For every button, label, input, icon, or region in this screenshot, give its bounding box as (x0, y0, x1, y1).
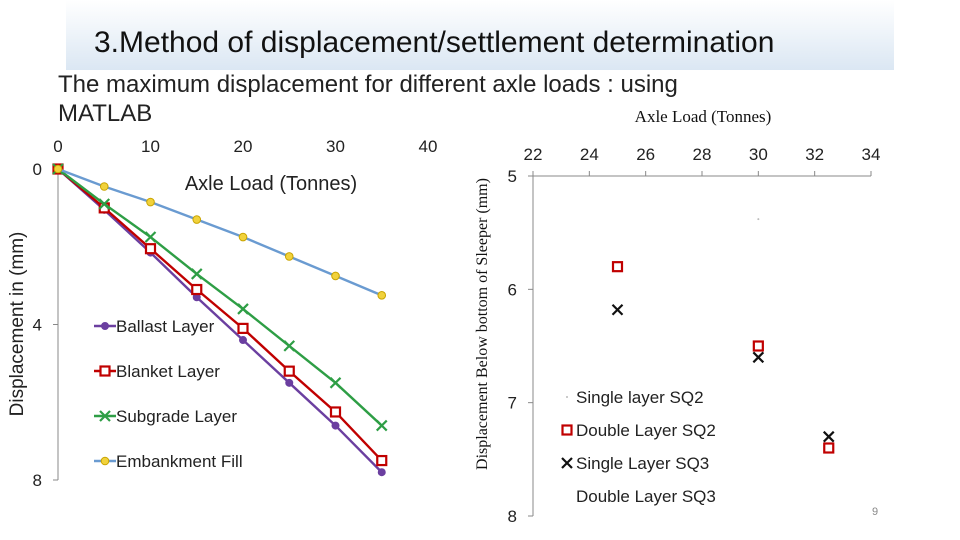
left-series-line-3 (57, 167, 383, 297)
right-chart-x-tick-label: 30 (749, 145, 768, 164)
right-legend-marker-0 (566, 396, 568, 398)
left-series-point-2 (98, 198, 111, 210)
right-legend-label-2: Single Layer SQ3 (576, 454, 709, 473)
right-legend-label-1: Double Layer SQ2 (576, 421, 716, 440)
left-chart-y-tick-label: 0 (33, 160, 42, 179)
right-legend-label-3: Double Layer SQ3 (576, 487, 716, 506)
left-series-point-1 (329, 406, 342, 418)
left-chart-xlabel: Axle Load (Tonnes) (185, 173, 357, 195)
left-chart-x-tick-label: 20 (234, 137, 253, 156)
left-series-point-2 (144, 231, 157, 243)
left-series-point-3 (53, 164, 63, 174)
left-series-point-1 (144, 243, 157, 255)
left-series-point-0 (239, 336, 247, 345)
left-series-point-3 (99, 182, 109, 191)
left-series-point-3 (377, 291, 387, 300)
right-series-point-0 (757, 218, 760, 221)
right-series-point-1 (823, 442, 835, 454)
left-series-point-2 (283, 340, 296, 352)
title-band (66, 0, 894, 70)
right-chart-ylabel: Displacement Below bottom of Sleeper (mm… (474, 178, 491, 470)
right-series-point-2 (822, 430, 835, 443)
left-legend-label-3: Embankment Fill (116, 452, 243, 471)
right-chart-y-tick-label: 8 (508, 507, 517, 526)
right-chart-y-tick-label: 7 (508, 394, 517, 413)
left-series-point-3 (284, 252, 294, 261)
left-chart-x-tick-label: 0 (53, 137, 62, 156)
left-series-point-0 (285, 378, 294, 387)
left-legend-marker-0 (101, 322, 109, 330)
left-legend-marker-3 (100, 456, 110, 466)
title-number: 3. (94, 26, 120, 59)
left-series-line-0 (57, 168, 383, 474)
left-series-point-0 (377, 468, 386, 477)
left-series-line-2 (57, 168, 383, 427)
left-chart-ylabel: Displacement in (mm) (7, 232, 28, 417)
right-series-point-2 (611, 303, 624, 316)
left-series-point-2 (329, 377, 342, 389)
right-chart-x-tick-label: 32 (805, 145, 824, 164)
title-text: Method of displacement/settlement determ… (119, 26, 775, 59)
left-legend-label-1: Blanket Layer (116, 362, 220, 381)
left-series-point-2 (375, 419, 388, 432)
left-series-point-2 (237, 303, 249, 315)
right-legend-marker-2 (561, 457, 573, 469)
left-series-point-3 (238, 232, 248, 242)
left-legend-label-0: Ballast Layer (116, 317, 215, 336)
right-chart-x-tick-label: 26 (636, 145, 655, 164)
slide-title: 3.Method of displacement/settlement dete… (94, 26, 774, 60)
left-chart-x-tick-label: 40 (419, 137, 438, 156)
left-legend-marker-2 (99, 410, 111, 422)
right-series-point-1 (611, 261, 624, 273)
right-legend-marker-1 (561, 424, 573, 436)
left-series-point-3 (331, 271, 340, 281)
left-chart-y-tick-label: 4 (33, 316, 42, 335)
right-chart-title: Axle Load (Tonnes) (635, 107, 772, 126)
left-chart-x-tick-label: 10 (141, 137, 160, 156)
slide-subtitle: The maximum displacement for different a… (58, 71, 678, 127)
right-series-point-2 (752, 351, 765, 364)
left-legend-label-2: Subgrade Layer (116, 407, 237, 426)
right-chart-y-tick-label: 5 (508, 167, 517, 186)
left-series-point-1 (191, 283, 203, 296)
left-chart-x-tick-label: 30 (326, 137, 345, 156)
left-legend-marker-1 (99, 365, 111, 377)
left-series-point-2 (190, 268, 203, 280)
left-series-line-1 (57, 168, 383, 462)
left-series-point-0 (331, 421, 340, 430)
right-chart-x-tick-label: 34 (862, 145, 881, 164)
left-chart-y-tick-label: 8 (33, 471, 42, 490)
right-legend-label-0: Single layer SQ2 (576, 388, 704, 407)
right-series-point-1 (752, 340, 764, 352)
left-series-point-3 (192, 215, 202, 224)
page-number: 9 (872, 506, 879, 518)
left-series-point-1 (376, 454, 388, 467)
right-chart-y-tick-label: 6 (508, 280, 517, 299)
left-series-point-1 (283, 365, 295, 377)
right-chart-x-tick-label: 24 (580, 145, 599, 164)
left-series-point-3 (146, 197, 155, 207)
left-series-point-1 (237, 322, 249, 334)
right-chart-x-tick-label: 28 (693, 145, 712, 164)
right-chart-x-tick-label: 22 (524, 145, 543, 164)
